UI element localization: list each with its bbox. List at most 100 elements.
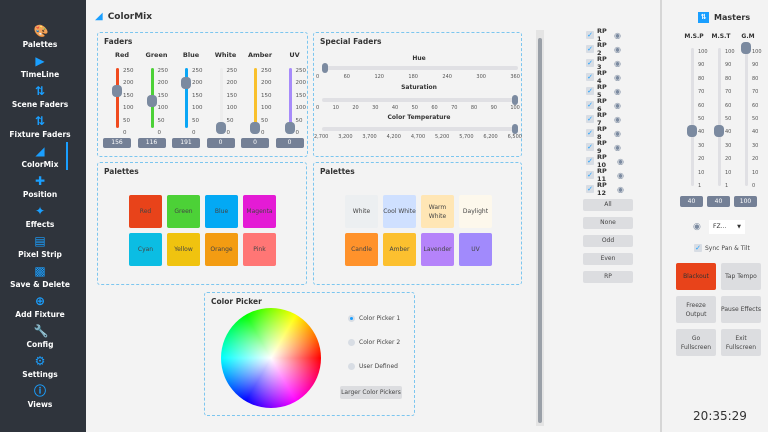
- eye-icon[interactable]: ◉: [614, 128, 621, 138]
- sidebar-item-effects[interactable]: ✦ Effects: [0, 205, 80, 235]
- fader-handle[interactable]: [687, 124, 697, 137]
- palette-swatch[interactable]: Daylight: [459, 195, 492, 228]
- go-fullscreen-button[interactable]: Go Fullscreen: [676, 329, 716, 356]
- color-wheel[interactable]: [221, 308, 321, 408]
- fader-value[interactable]: 0: [241, 138, 269, 148]
- radio-color-picker-2[interactable]: Color Picker 2: [348, 339, 400, 346]
- fader-handle[interactable]: [284, 122, 295, 134]
- palette-swatch[interactable]: Candle: [345, 233, 378, 266]
- scrollbar[interactable]: [536, 30, 544, 426]
- fader-handle[interactable]: [250, 122, 260, 134]
- palette-swatch[interactable]: Magenta: [243, 195, 276, 228]
- eye-icon[interactable]: ◉: [617, 184, 624, 194]
- rp-item[interactable]: ✓ RP 4 ◉: [586, 69, 621, 85]
- eye-icon[interactable]: ◉: [693, 222, 701, 232]
- fader-value[interactable]: 0: [206, 138, 235, 148]
- rp-item[interactable]: ✓ RP 10 ◉: [586, 153, 624, 169]
- sidebar-item-add-fixture[interactable]: ⊕ Add Fixture: [0, 295, 80, 325]
- fader-handle[interactable]: [714, 124, 724, 137]
- fader-handle[interactable]: [215, 122, 226, 134]
- blackout-button[interactable]: Blackout: [676, 263, 716, 290]
- radio-user-defined[interactable]: User Defined: [348, 363, 398, 370]
- checkbox-icon[interactable]: ✓: [586, 59, 594, 67]
- rp-odd-button[interactable]: Odd: [583, 235, 633, 247]
- rp-all-button[interactable]: All: [583, 199, 633, 211]
- rp-item[interactable]: ✓ RP 12 ◉: [586, 181, 624, 197]
- rp-item[interactable]: ✓ RP 7 ◉: [586, 111, 621, 127]
- rp-even-button[interactable]: Even: [583, 253, 633, 265]
- palette-swatch[interactable]: Red: [129, 195, 162, 228]
- checkbox-icon[interactable]: ✓: [586, 31, 594, 39]
- sync-pan-tilt-checkbox[interactable]: ✓ Sync Pan & Tilt: [694, 244, 750, 252]
- checkbox-icon[interactable]: ✓: [586, 185, 594, 193]
- eye-icon[interactable]: ◉: [614, 44, 621, 54]
- fader-track[interactable]: [254, 68, 257, 128]
- eye-icon[interactable]: ◉: [614, 114, 621, 124]
- checkbox-icon[interactable]: ✓: [586, 87, 594, 95]
- sidebar-item-fixture-faders[interactable]: ⇅ Fixture Faders: [0, 115, 80, 145]
- pause-effects-button[interactable]: Pause Effects: [721, 296, 761, 323]
- checkbox-icon[interactable]: ✓: [586, 129, 594, 137]
- rp-item[interactable]: ✓ RP 6 ◉: [586, 97, 621, 113]
- rp-item[interactable]: ✓ RP 1 ◉: [586, 27, 621, 43]
- palette-swatch[interactable]: Orange: [205, 233, 238, 266]
- checkbox-icon[interactable]: ✓: [586, 73, 594, 81]
- fader-track[interactable]: [288, 68, 292, 128]
- radio-color-picker-1[interactable]: Color Picker 1: [348, 315, 400, 322]
- palette-swatch[interactable]: UV: [459, 233, 492, 266]
- fader-handle[interactable]: [112, 85, 122, 98]
- rp-item[interactable]: ✓ RP 9 ◉: [586, 139, 621, 155]
- temperature-slider[interactable]: [322, 124, 518, 134]
- sidebar-item-views[interactable]: ⓘ Views: [0, 385, 80, 415]
- sidebar-item-position[interactable]: ✚ Position: [0, 175, 80, 205]
- fader-handle[interactable]: [146, 94, 157, 107]
- rp-item[interactable]: ✓ RP 11 ◉: [586, 167, 624, 183]
- fixture-dropdown[interactable]: FZ... ▼: [709, 220, 745, 234]
- fader-track[interactable]: [718, 48, 721, 186]
- palette-swatch[interactable]: Blue: [205, 195, 238, 228]
- sidebar-item-pixel-strip[interactable]: ▤ Pixel Strip: [0, 235, 80, 265]
- fader-value[interactable]: 191: [172, 138, 200, 148]
- fader-value[interactable]: 0: [275, 138, 304, 148]
- fader-track[interactable]: [745, 48, 748, 186]
- eye-icon[interactable]: ◉: [617, 170, 624, 180]
- sidebar-item-config[interactable]: 🔧 Config: [0, 325, 80, 355]
- saturation-slider[interactable]: [322, 95, 518, 105]
- checkbox-icon[interactable]: ✓: [586, 115, 594, 123]
- rp-rp-button[interactable]: RP: [583, 271, 633, 283]
- fader-value[interactable]: 156: [103, 138, 131, 148]
- scrollbar-thumb[interactable]: [538, 38, 542, 423]
- checkbox-icon[interactable]: ✓: [586, 143, 594, 151]
- fader-value[interactable]: 40: [707, 196, 730, 207]
- palette-swatch[interactable]: Pink: [243, 233, 276, 266]
- palette-swatch[interactable]: Amber: [383, 233, 416, 266]
- checkbox-icon[interactable]: ✓: [586, 45, 594, 53]
- palette-swatch[interactable]: Lavender: [421, 233, 454, 266]
- sidebar-item-settings[interactable]: ⚙ Settings: [0, 355, 80, 385]
- palette-swatch[interactable]: Yellow: [167, 233, 200, 266]
- fader-track[interactable]: [691, 48, 694, 186]
- sidebar-item-colormix[interactable]: ◢ ColorMix: [0, 145, 80, 175]
- rp-item[interactable]: ✓ RP 2 ◉: [586, 41, 621, 57]
- fader-track[interactable]: [116, 68, 119, 128]
- rp-item[interactable]: ✓ RP 8 ◉: [586, 125, 621, 141]
- eye-icon[interactable]: ◉: [614, 86, 621, 96]
- fader-value[interactable]: 40: [680, 196, 703, 207]
- sidebar-item-palettes[interactable]: 🎨 Palettes: [0, 25, 80, 55]
- eye-icon[interactable]: ◉: [614, 30, 621, 40]
- checkbox-icon[interactable]: ✓: [586, 157, 594, 165]
- eye-icon[interactable]: ◉: [617, 156, 624, 166]
- palette-swatch[interactable]: White: [345, 195, 378, 228]
- fader-track[interactable]: [185, 68, 188, 128]
- fader-handle[interactable]: [741, 42, 751, 54]
- fader-value[interactable]: 116: [137, 138, 166, 148]
- sidebar-item-save-delete[interactable]: ▩ Save & Delete: [0, 265, 80, 295]
- hue-slider[interactable]: [322, 63, 518, 73]
- slider-handle[interactable]: [512, 124, 518, 134]
- checkbox-icon[interactable]: ✓: [586, 101, 594, 109]
- slider-handle[interactable]: [322, 63, 328, 73]
- palette-swatch[interactable]: Cyan: [129, 233, 162, 266]
- larger-color-pickers-button[interactable]: Larger Color Pickers: [340, 386, 402, 399]
- tap-tempo-button[interactable]: Tap Tempo: [721, 263, 761, 290]
- palette-swatch[interactable]: Warm White: [421, 195, 454, 228]
